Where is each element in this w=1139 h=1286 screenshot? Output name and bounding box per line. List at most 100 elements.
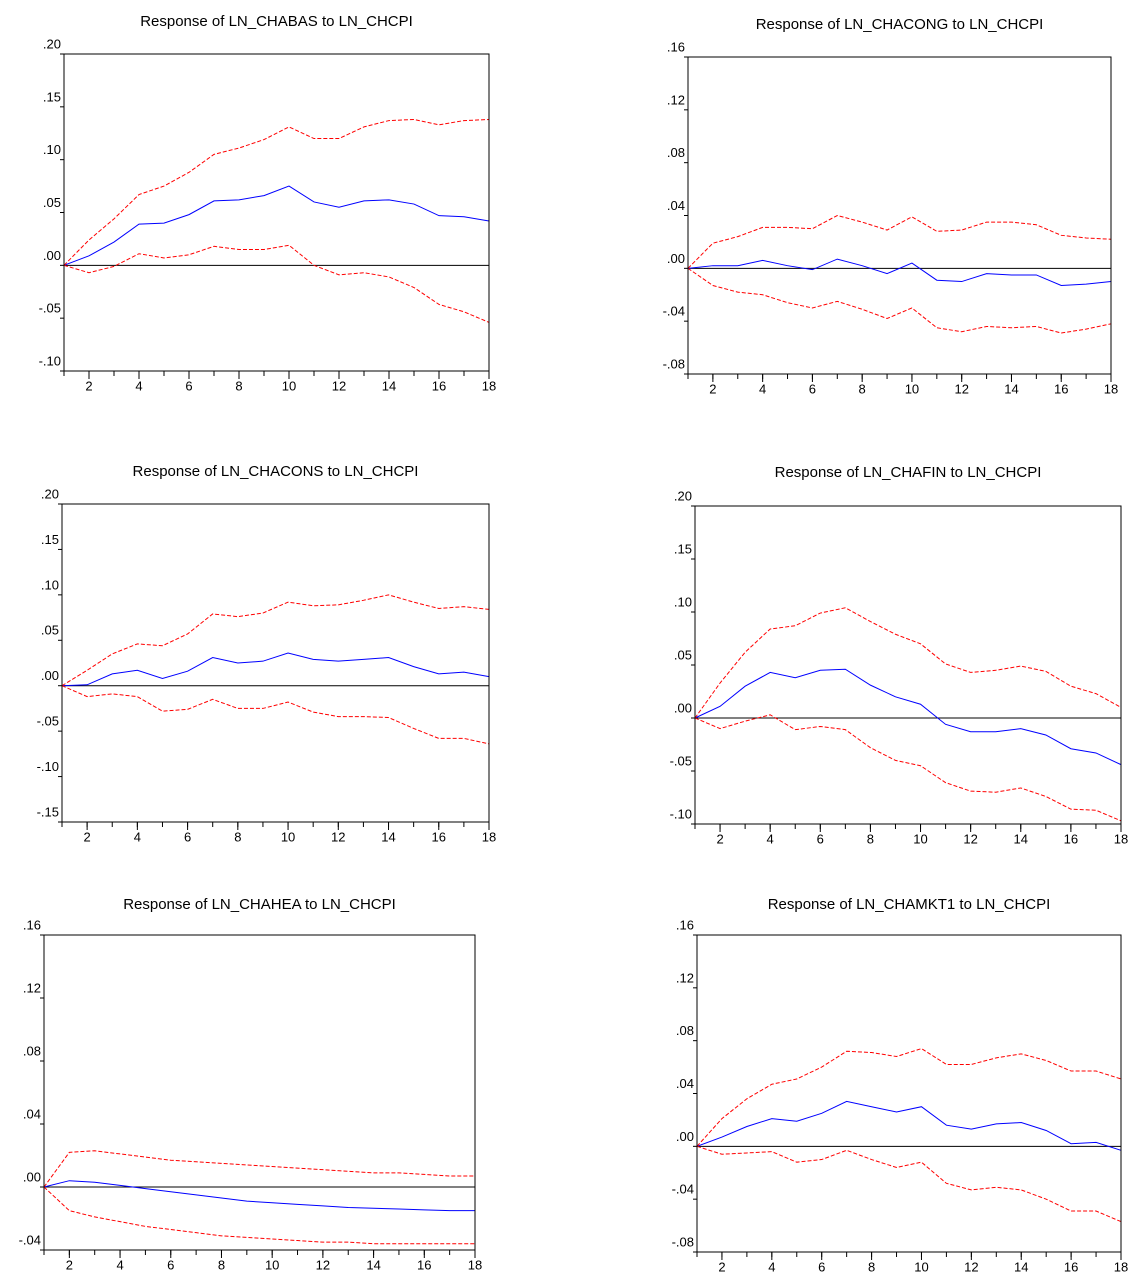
response-line	[43, 1150, 475, 1188]
x-tick-label: 4	[759, 381, 766, 396]
plot-frame	[687, 56, 1112, 375]
y-tick-label: .00	[23, 1169, 41, 1184]
y-tick-label: .16	[676, 917, 694, 932]
x-tick-label: 12	[316, 1257, 330, 1272]
x-tick-label: 14	[1014, 1259, 1028, 1274]
x-tick-label: 10	[914, 1259, 928, 1274]
response-line	[61, 652, 490, 687]
chart-title: Response of LN_CHAFIN to LN_CHCPI	[775, 464, 1042, 481]
x-tick-label: 2	[66, 1257, 73, 1272]
response-line	[696, 1100, 1122, 1151]
x-tick-label: 10	[282, 378, 296, 393]
x-tick-label: 8	[867, 831, 874, 846]
y-tick-label: .08	[23, 1043, 41, 1058]
y-tick-label: .12	[667, 92, 685, 107]
y-tick-label: -.15	[37, 804, 59, 819]
y-tick-label: .16	[23, 917, 41, 932]
y-tick-label: .04	[676, 1076, 694, 1091]
x-tick-label: 16	[1064, 1259, 1078, 1274]
y-tick-label: -.10	[37, 759, 59, 774]
x-tick-label: 8	[218, 1257, 225, 1272]
plot-frame	[63, 53, 490, 372]
x-tick-label: 14	[382, 378, 396, 393]
y-tick-label: .00	[667, 251, 685, 266]
panel: Response of LN_CHAHEA to LN_CHCPI -.04 .00…	[19, 896, 483, 1272]
y-tick-label: .00	[41, 668, 59, 683]
panel: Response of LN_CHABAS to LN_CHCPI -.10 -.0…	[39, 13, 497, 393]
x-tick-label: 14	[1004, 381, 1018, 396]
x-tick-label: 18	[1104, 381, 1118, 396]
y-tick-label: .08	[667, 145, 685, 160]
y-tick-label: .05	[674, 647, 692, 662]
y-tick-label: .05	[41, 623, 59, 638]
x-tick-label: 16	[1054, 381, 1068, 396]
x-tick-label: 14	[381, 829, 395, 844]
chart-title: Response of LN_CHAMKT1 to LN_CHCPI	[768, 896, 1051, 913]
x-tick-label: 12	[954, 381, 968, 396]
x-tick-label: 4	[116, 1257, 123, 1272]
plot-frame	[43, 934, 476, 1251]
y-tick-label: -.08	[663, 356, 685, 371]
x-tick-label: 8	[234, 829, 241, 844]
x-tick-label: 4	[767, 831, 774, 846]
response-line	[694, 607, 1122, 719]
y-tick-label: -.10	[670, 806, 692, 821]
y-tick-label: .04	[23, 1106, 41, 1121]
x-tick-label: 18	[1114, 831, 1128, 846]
x-tick-label: 16	[432, 829, 446, 844]
y-tick-label: -.08	[672, 1234, 694, 1249]
y-tick-label: -.04	[672, 1182, 694, 1197]
x-tick-label: 16	[417, 1257, 431, 1272]
response-line	[63, 244, 490, 323]
plot-frame	[696, 934, 1122, 1253]
x-tick-label: 10	[913, 831, 927, 846]
x-tick-label: 4	[135, 378, 142, 393]
x-tick-label: 2	[84, 829, 91, 844]
y-tick-label: -.05	[39, 301, 61, 316]
chart-title: Response of LN_CHABAS to LN_CHCPI	[140, 13, 413, 30]
y-tick-label: .15	[674, 541, 692, 556]
response-line	[696, 1145, 1122, 1223]
x-tick-label: 2	[709, 381, 716, 396]
x-tick-label: 18	[468, 1257, 482, 1272]
y-tick-label: .15	[43, 89, 61, 104]
panel: Response of LN_CHAFIN to LN_CHCPI -.10 -.0…	[670, 464, 1129, 846]
x-tick-label: 4	[134, 829, 141, 844]
response-line	[694, 714, 1122, 822]
y-tick-label: .12	[23, 980, 41, 995]
x-tick-label: 18	[482, 378, 496, 393]
x-tick-label: 6	[184, 829, 191, 844]
x-tick-label: 12	[332, 378, 346, 393]
response-line	[687, 214, 1112, 269]
y-tick-label: .15	[41, 532, 59, 547]
x-tick-label: 16	[432, 378, 446, 393]
y-tick-label: .05	[43, 195, 61, 210]
panel: Response of LN_CHAMKT1 to LN_CHCPI -.08 -.…	[672, 896, 1129, 1274]
x-tick-label: 6	[809, 381, 816, 396]
response-line	[694, 668, 1122, 766]
response-line	[43, 1180, 475, 1212]
response-line	[43, 1186, 475, 1245]
y-tick-label: .16	[667, 39, 685, 54]
response-line	[63, 185, 490, 266]
x-tick-label: 6	[167, 1257, 174, 1272]
response-line	[687, 267, 1112, 334]
y-tick-label: .10	[674, 594, 692, 609]
response-line	[63, 119, 490, 266]
y-tick-label: .20	[41, 486, 59, 501]
response-line	[61, 685, 490, 745]
y-tick-label: -.05	[37, 714, 59, 729]
panel: Response of LN_CHACONG to LN_CHCPI -.08 -.…	[663, 16, 1119, 396]
y-tick-label: -.05	[670, 753, 692, 768]
plot-frame	[694, 505, 1122, 825]
y-tick-label: -.04	[19, 1232, 41, 1247]
x-tick-label: 6	[817, 831, 824, 846]
y-tick-label: .04	[667, 198, 685, 213]
x-tick-label: 6	[185, 378, 192, 393]
y-tick-label: -.04	[663, 304, 685, 319]
x-tick-label: 14	[366, 1257, 380, 1272]
x-tick-label: 6	[818, 1259, 825, 1274]
response-line	[687, 258, 1112, 287]
response-line	[696, 1048, 1122, 1147]
